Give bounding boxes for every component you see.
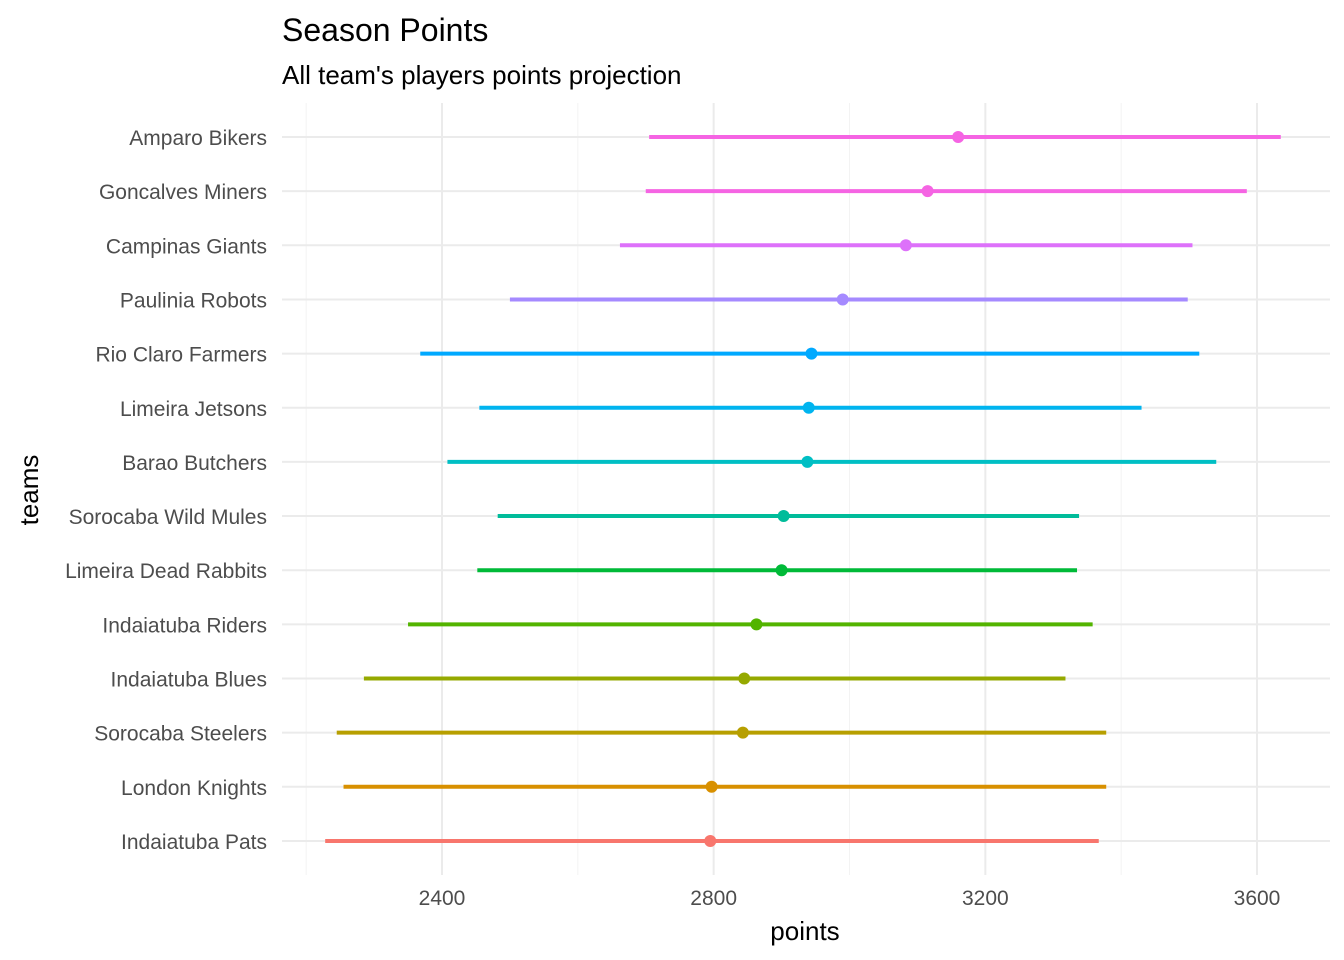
team-projection-point (805, 347, 818, 360)
x-axis-title: points (770, 916, 839, 946)
data-marks (325, 131, 1281, 847)
team-label: Goncalves Miners (99, 181, 267, 204)
team-label: Rio Claro Farmers (95, 344, 267, 367)
team-label: London Knights (121, 777, 267, 800)
team-projection-point (750, 618, 763, 631)
x-tick-label: 2800 (690, 887, 737, 910)
team-projection-point (738, 672, 751, 685)
team-label: Sorocaba Wild Mules (69, 506, 267, 529)
team-projection-point (704, 834, 717, 847)
team-label: Indaiatuba Blues (111, 669, 267, 692)
team-label: Limeira Jetsons (120, 398, 267, 421)
team-projection-point (736, 726, 749, 739)
team-label: Amparo Bikers (129, 127, 267, 150)
chart-subtitle: All team's players points projection (282, 60, 681, 90)
chart-title: Season Points (282, 12, 488, 48)
team-projection-point (705, 780, 718, 793)
team-label: Indaiatuba Riders (102, 614, 267, 637)
x-tick-label: 3200 (962, 887, 1009, 910)
team-label: Indaiatuba Pats (121, 831, 267, 854)
x-tick-label: 3600 (1234, 887, 1281, 910)
team-projection-point (777, 510, 790, 523)
team-projection-point (775, 564, 788, 577)
team-projection-point (921, 185, 934, 198)
team-projection-point (836, 293, 849, 306)
team-label: Limeira Dead Rabbits (65, 560, 267, 583)
x-tick-label: 2400 (419, 887, 466, 910)
x-axis-labels: 2400 2800 3200 3600 (419, 887, 1281, 910)
team-label: Campinas Giants (106, 235, 267, 258)
y-axis-labels: Amparo Bikers Goncalves Miners Campinas Gi… (65, 127, 267, 854)
team-label: Barao Butchers (122, 452, 267, 475)
team-projection-point (899, 239, 912, 252)
grid (282, 103, 1330, 875)
team-projection-point (952, 131, 965, 143)
team-projection-point (801, 455, 814, 468)
y-axis-title: teams (14, 455, 44, 526)
team-label: Sorocaba Steelers (94, 723, 267, 746)
team-projection-point (802, 401, 815, 414)
team-label: Paulinia Robots (120, 289, 267, 312)
